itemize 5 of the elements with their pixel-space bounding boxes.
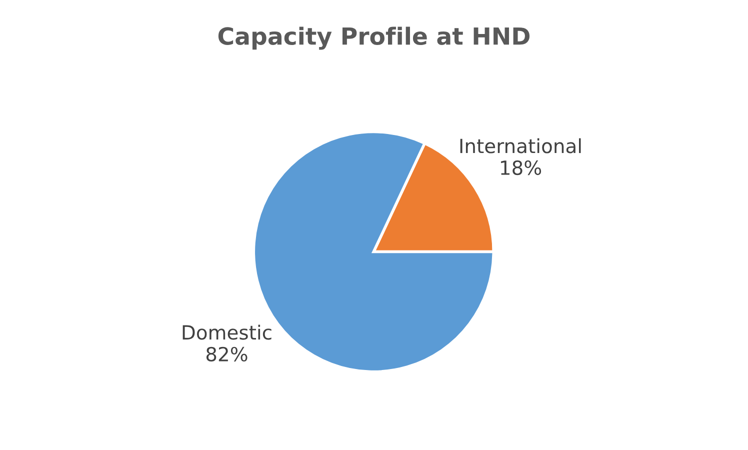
slice-label: Domestic: [182, 324, 272, 340]
data-label: 18%: [501, 160, 542, 176]
chart-title: Capacity Profile at HND: [218, 26, 530, 50]
slice-label: International: [460, 138, 581, 154]
data-label: 82%: [206, 346, 248, 362]
